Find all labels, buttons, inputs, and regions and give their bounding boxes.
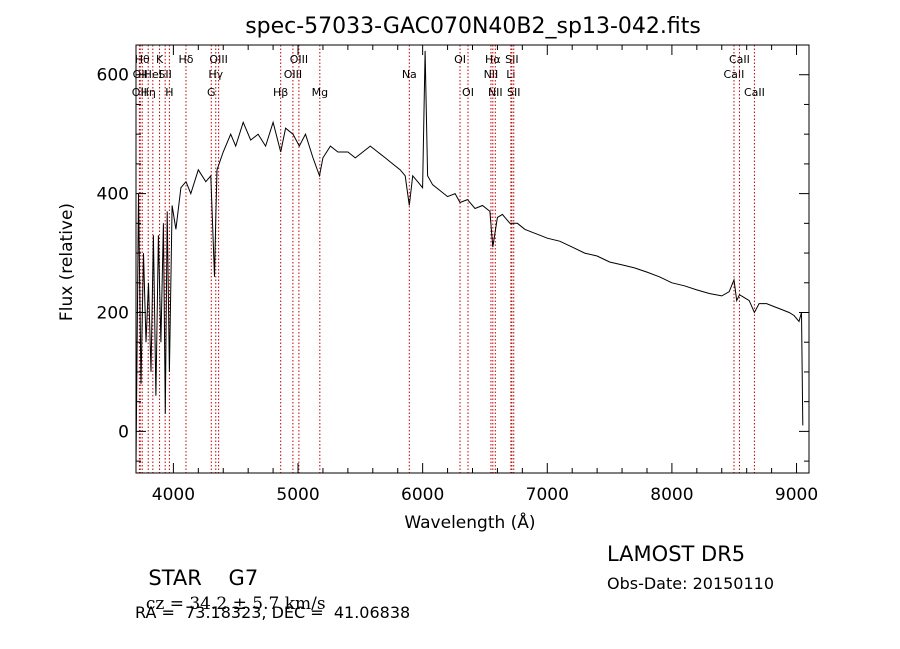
cz-prefix: cz = (145, 594, 190, 614)
class-label: STAR (148, 566, 202, 590)
y-axis-label: Flux (relative) (57, 203, 77, 321)
observation-date: Obs-Date: 20150110 (607, 574, 775, 593)
cz-unit: km/s (284, 594, 326, 614)
coordinates: RA = 73.18323, DEC = 41.06838 (135, 603, 411, 622)
plot-frame (135, 44, 810, 474)
line-marker-label-19: NII (484, 68, 499, 81)
y-tick-label-1: 200 (97, 304, 129, 324)
line-marker-label-6: SII (158, 68, 171, 81)
line-marker-label-12: Hβ (273, 86, 288, 99)
x-axis-label: Wavelength (Å) (404, 511, 535, 533)
line-marker-label-5: K (156, 53, 164, 66)
line-marker-label-18: OI (462, 86, 474, 99)
chart-title: spec-57033-GAC070N40B2_sp13-042.fits (245, 14, 701, 39)
line-marker-label-2: Hθ (135, 53, 150, 66)
line-marker-label-25: CaII (724, 68, 745, 81)
y-tick-label-0: 0 (118, 422, 129, 442)
line-marker-label-22: Li (506, 68, 515, 81)
line-marker-label-20: Hα (485, 53, 501, 66)
line-marker-label-16: Na (402, 68, 417, 81)
y-tick-label-2: 400 (97, 185, 129, 205)
line-marker-label-24: SII (507, 86, 520, 99)
line-marker-label-4: HeI (144, 68, 162, 81)
y-tick-label-3: 600 (97, 66, 129, 86)
line-marker-label-3: Hη (141, 86, 156, 99)
axis-ticks: 4000 5000 6000 7000 8000 9000 0 200 400 600 (97, 44, 818, 505)
line-marker-label-26: CaII (729, 53, 750, 66)
line-marker-label-23: SII (505, 53, 518, 66)
series-layer (135, 50, 804, 468)
line-marker-label-9: G (207, 86, 216, 99)
cz-plus-minus: ± (232, 594, 247, 614)
spectral-line-markers: OIIOIIHθHηHeIKSIIHHδGHγOIIIHβOIIIOIIIMgN… (132, 45, 765, 473)
spectrum-line-0 (135, 50, 804, 468)
x-tick-label-5: 9000 (775, 485, 818, 505)
line-marker-label-14: OIII (290, 53, 308, 66)
x-tick-label-1: 5000 (276, 485, 319, 505)
line-marker-label-7: H (165, 86, 173, 99)
survey-name: LAMOST DR5 (607, 542, 746, 566)
line-marker-label-21: NII (488, 86, 503, 99)
cz-error: 5.7 (252, 594, 280, 614)
x-tick-label-3: 7000 (526, 485, 569, 505)
line-marker-label-8: Hδ (178, 53, 193, 66)
line-marker-label-17: OI (454, 53, 466, 66)
object-class: STAR G7 (135, 542, 258, 590)
x-tick-label-0: 4000 (152, 485, 195, 505)
cz-value: 34.2 (189, 594, 228, 614)
line-marker-label-11: OIII (209, 53, 227, 66)
line-marker-label-10: Hγ (208, 68, 223, 81)
line-marker-label-13: OIII (284, 68, 302, 81)
x-tick-label-4: 8000 (650, 485, 693, 505)
line-marker-label-15: Mg (312, 86, 328, 99)
redshift-velocity: cz = 34.2 ± 5.7 km/s (135, 574, 326, 614)
subclass-label: G7 (228, 566, 259, 590)
x-tick-label-2: 6000 (401, 485, 444, 505)
line-marker-label-27: CaII (744, 86, 765, 99)
